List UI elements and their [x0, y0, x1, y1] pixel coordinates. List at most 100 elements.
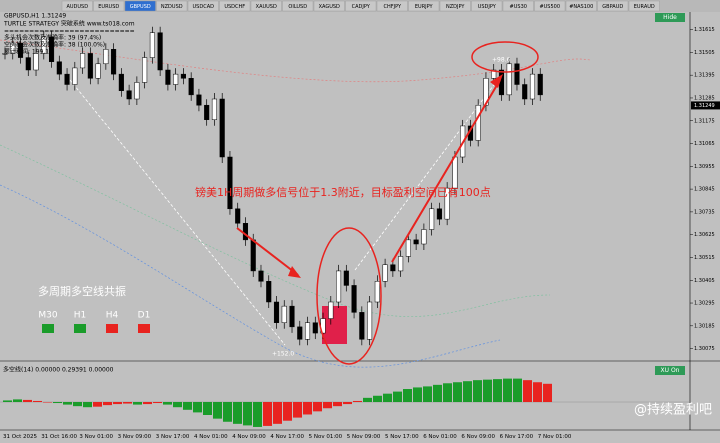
- tab-label[interactable]: NZDUSD: [161, 4, 183, 10]
- tab[interactable]: [187, 0, 219, 12]
- candle: [173, 73, 179, 85]
- candle: [491, 69, 497, 79]
- candles: [2, 26, 543, 346]
- tab-label[interactable]: EURJPY: [415, 4, 434, 10]
- tab-label[interactable]: NZDJPY: [446, 4, 465, 10]
- tab[interactable]: [628, 0, 660, 12]
- period-box: [138, 324, 150, 333]
- candle: [421, 229, 427, 245]
- target-circle: [471, 41, 539, 73]
- tab-label[interactable]: #NAS100: [569, 4, 593, 10]
- histogram-bar: [533, 382, 542, 402]
- histogram-bar: [393, 391, 402, 402]
- time-label: 31 Oct 16:00: [41, 434, 77, 440]
- tab[interactable]: [219, 0, 251, 12]
- hide-button[interactable]: [655, 13, 685, 22]
- period-label: H4: [106, 311, 119, 321]
- period-box: [42, 324, 54, 333]
- tab[interactable]: [93, 0, 125, 12]
- histogram-bar: [243, 402, 252, 426]
- badge[interactable]: [655, 366, 685, 375]
- tab-label[interactable]: USDJPY: [478, 4, 497, 10]
- tab[interactable]: [502, 0, 534, 12]
- tab[interactable]: [156, 0, 188, 12]
- badge-label[interactable]: XU On: [661, 367, 680, 374]
- tab-label[interactable]: XAUUSD: [256, 4, 277, 10]
- tab[interactable]: [250, 0, 282, 12]
- candle: [529, 73, 536, 100]
- histogram-bar: [313, 402, 322, 412]
- candle: [367, 301, 373, 340]
- candle: [17, 42, 24, 58]
- histogram-bar: [113, 402, 122, 405]
- histogram-bar: [183, 402, 192, 410]
- tab-label[interactable]: CHFJPY: [383, 4, 402, 10]
- time-label: 5 Nov 17:00: [385, 434, 419, 440]
- tab-label[interactable]: EURAUD: [634, 4, 655, 10]
- tab-label[interactable]: CADJPY: [352, 4, 371, 10]
- histogram-bar: [13, 399, 22, 402]
- time-label: 3 Nov 17:00: [156, 434, 190, 440]
- price-label: 1.30075: [694, 346, 715, 352]
- candle: [398, 256, 404, 272]
- tab-label[interactable]: AUDUSD: [66, 4, 88, 10]
- tab[interactable]: [408, 0, 440, 12]
- tab-label[interactable]: XAGUSD: [319, 4, 340, 10]
- tab-label[interactable]: OILUSD: [288, 4, 307, 10]
- tab-label[interactable]: #US500: [539, 4, 560, 10]
- time-label: 4 Nov 01:00: [194, 434, 228, 440]
- tab[interactable]: [471, 0, 503, 12]
- signal-box: [322, 306, 347, 344]
- histogram-bar: [473, 380, 482, 402]
- candle: [312, 322, 318, 334]
- candle: [289, 305, 295, 328]
- tab[interactable]: [124, 0, 156, 12]
- candle: [444, 187, 450, 220]
- candle: [266, 281, 272, 303]
- tab-label[interactable]: #US30: [510, 4, 527, 10]
- tab[interactable]: [313, 0, 345, 12]
- candle: [351, 285, 357, 313]
- candle: [64, 73, 70, 85]
- histogram-bar: [193, 402, 202, 413]
- histogram-bar: [63, 402, 72, 405]
- hide-label[interactable]: Hide: [663, 14, 677, 21]
- candle: [72, 67, 78, 85]
- histogram-bar: [293, 402, 302, 418]
- histogram-bar: [213, 402, 222, 419]
- candle: [359, 312, 365, 340]
- target-down: +152.0: [272, 351, 294, 358]
- histogram-bar: [353, 400, 362, 402]
- tab-label[interactable]: GBPAUD: [602, 4, 623, 10]
- tab[interactable]: [345, 0, 377, 12]
- tab-label[interactable]: EURUSD: [98, 4, 119, 10]
- tab[interactable]: [376, 0, 408, 12]
- tab[interactable]: [534, 0, 566, 12]
- tab[interactable]: [565, 0, 597, 12]
- tab[interactable]: [61, 0, 93, 12]
- tab-label[interactable]: USDCHF: [224, 4, 245, 10]
- tab-label[interactable]: GBPUSD: [130, 4, 151, 10]
- candle: [204, 104, 210, 120]
- candle: [149, 32, 155, 58]
- candle: [118, 73, 124, 91]
- time-label: 31 Oct 2025: [3, 434, 38, 440]
- histogram-bar: [523, 380, 532, 402]
- candle: [180, 73, 186, 79]
- candle: [242, 223, 249, 241]
- candle: [2, 53, 8, 55]
- candle: [80, 53, 86, 69]
- time-label: 6 Nov 01:00: [423, 434, 457, 440]
- tab-label[interactable]: USDCAD: [193, 4, 215, 10]
- candle: [390, 264, 396, 272]
- strategy: TURTLE STRATEGY 突破系统 www.ts018.com: [3, 20, 135, 28]
- candle: [273, 301, 280, 323]
- histogram-bar: [453, 382, 462, 402]
- tab[interactable]: [282, 0, 314, 12]
- histogram-bar: [233, 402, 242, 424]
- period-label: D1: [138, 311, 151, 321]
- tab[interactable]: [439, 0, 471, 12]
- candle: [522, 84, 528, 100]
- tab[interactable]: [597, 0, 629, 12]
- candle: [537, 73, 543, 96]
